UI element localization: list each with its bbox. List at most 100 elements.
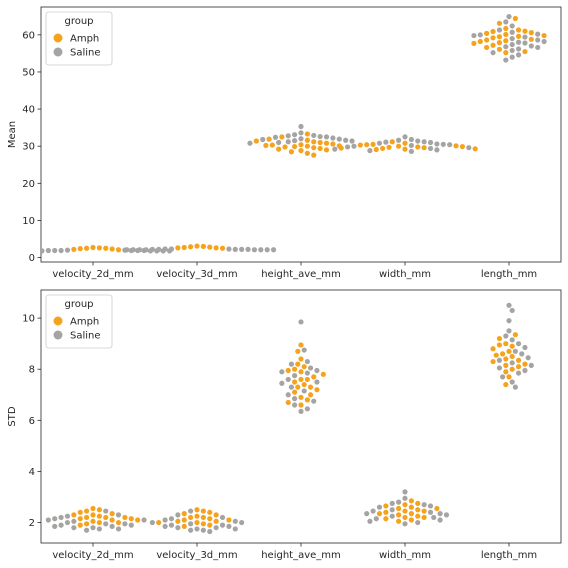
point-saline <box>447 142 453 148</box>
point-amph <box>194 513 200 519</box>
y-tick-label: 2 <box>29 518 35 529</box>
point-amph <box>383 509 389 515</box>
point-saline <box>292 373 298 379</box>
point-saline <box>367 148 373 154</box>
point-saline <box>128 522 134 528</box>
point-saline <box>168 246 175 252</box>
point-saline <box>247 140 253 146</box>
point-saline <box>188 521 194 527</box>
point-saline <box>58 247 64 254</box>
point-amph <box>311 145 317 151</box>
point-amph <box>503 381 509 388</box>
point-amph <box>304 376 310 383</box>
point-amph <box>396 518 402 524</box>
point-saline <box>437 511 443 517</box>
point-saline <box>213 525 219 531</box>
point-amph <box>109 246 115 252</box>
point-amph <box>109 511 115 517</box>
point-amph <box>71 512 77 518</box>
point-amph <box>509 343 515 349</box>
point-amph <box>490 28 496 35</box>
point-saline <box>496 27 503 33</box>
point-saline <box>162 517 168 523</box>
point-amph <box>453 143 459 149</box>
point-saline <box>528 43 534 49</box>
point-amph <box>295 384 301 390</box>
point-saline <box>503 333 509 339</box>
point-amph <box>380 145 386 152</box>
point-saline <box>383 139 389 145</box>
point-amph <box>109 517 115 523</box>
point-amph <box>115 247 122 253</box>
y-tick-label: 10 <box>22 314 35 325</box>
x-tick-label: velocity_2d_mm <box>52 550 133 561</box>
point-saline <box>528 362 534 368</box>
point-saline <box>162 246 168 252</box>
point-saline <box>162 523 168 529</box>
point-saline <box>298 130 304 136</box>
point-saline <box>194 526 200 532</box>
point-amph <box>506 348 512 354</box>
point-saline <box>402 134 408 140</box>
point-saline <box>311 398 317 404</box>
point-saline <box>427 503 434 509</box>
point-saline <box>304 406 310 412</box>
point-amph <box>115 519 122 526</box>
point-saline <box>143 247 149 253</box>
point-amph <box>194 519 200 526</box>
point-saline <box>292 396 298 402</box>
point-amph <box>84 521 90 527</box>
point-amph <box>323 147 330 153</box>
point-saline <box>226 523 232 529</box>
y-tick-label: 8 <box>29 365 35 376</box>
point-amph <box>512 15 518 22</box>
point-amph <box>386 144 392 150</box>
point-saline <box>279 380 285 386</box>
point-saline <box>427 139 434 146</box>
point-saline <box>200 527 206 533</box>
point-saline <box>219 522 226 528</box>
point-saline <box>509 337 515 343</box>
point-saline <box>232 518 238 524</box>
point-amph <box>490 346 496 352</box>
point-amph <box>493 352 499 358</box>
point-saline <box>285 139 291 145</box>
point-saline <box>519 351 525 357</box>
point-saline <box>434 141 440 147</box>
point-saline <box>122 521 128 527</box>
point-saline <box>285 392 291 398</box>
point-saline <box>389 500 395 506</box>
point-amph <box>357 142 363 148</box>
point-saline <box>408 148 414 154</box>
x-tick-label: width_mm <box>379 269 431 280</box>
point-saline <box>288 361 295 367</box>
point-saline <box>115 512 122 518</box>
point-saline <box>389 507 395 513</box>
point-amph <box>213 512 219 518</box>
point-amph <box>207 244 213 250</box>
point-saline <box>175 525 181 531</box>
point-amph <box>311 374 317 380</box>
point-amph <box>285 367 291 374</box>
point-amph <box>288 149 295 155</box>
point-saline <box>415 519 421 526</box>
point-amph <box>175 245 181 251</box>
point-amph <box>295 348 301 354</box>
point-saline <box>509 54 515 60</box>
point-amph <box>484 44 490 51</box>
point-saline <box>503 19 509 25</box>
point-amph <box>415 507 421 513</box>
point-amph <box>181 517 187 523</box>
legend-marker-saline <box>53 47 63 57</box>
point-saline <box>466 145 472 151</box>
point-amph <box>298 369 304 375</box>
point-saline <box>367 518 373 524</box>
point-amph <box>276 146 282 152</box>
legend-box <box>45 11 113 66</box>
point-saline <box>285 133 291 139</box>
point-amph <box>77 246 83 252</box>
point-amph <box>304 143 310 149</box>
point-amph <box>509 366 515 372</box>
point-saline <box>272 134 279 140</box>
legend-marker-saline <box>53 330 63 340</box>
